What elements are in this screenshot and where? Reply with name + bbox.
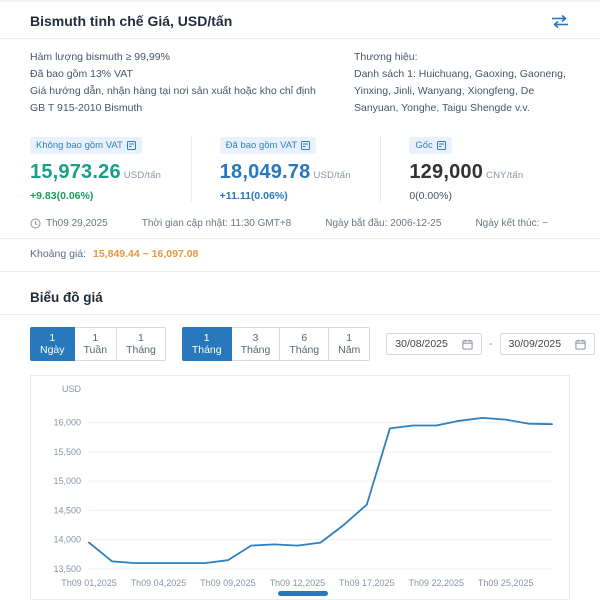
date-range-picker: 30/08/2025 - 30/09/2025 [386, 333, 596, 356]
chart-toolbar: 1 Ngày 1 Tuần 1 Tháng 1 Tháng 3 Tháng 6 … [0, 315, 600, 371]
svg-text:Th09 09,2025: Th09 09,2025 [200, 578, 256, 588]
horizontal-scrollbar-thumb[interactable] [278, 591, 328, 596]
section-divider [0, 271, 600, 273]
badge-label: Không bao gồm VAT [36, 140, 123, 151]
price-range-value: 15,849.44 ~ 16,097.08 [92, 248, 199, 261]
tab-interval-1-day[interactable]: 1 Ngày [30, 327, 75, 362]
svg-text:15,000: 15,000 [53, 476, 81, 486]
svg-text:13,500: 13,500 [53, 564, 81, 574]
date-from-input[interactable]: 30/08/2025 [386, 333, 482, 356]
price-change-excl-vat: +9.83(0.06%) [30, 190, 94, 203]
meta-date: Th09 29,2025 [30, 218, 108, 229]
spec-list: Hàm lượng bismuth ≥ 99,99% Đã bao gồm 13… [30, 49, 330, 117]
calendar-icon [462, 339, 473, 350]
clock-icon [30, 218, 41, 229]
calculator-icon [436, 141, 446, 151]
header: Bismuth tinh chế Giá, USD/tấn [0, 2, 600, 38]
header-divider [0, 38, 600, 39]
meta-date-text: Th09 29,2025 [46, 218, 108, 230]
meta-row: Th09 29,2025 Thời gian cập nhật: 11:30 G… [0, 210, 600, 238]
badge-origin: Gốc [409, 137, 452, 155]
price-card-origin: Gốc 129,000 CNY/tấn 0(0.00%) [380, 135, 570, 203]
meta-updated: Thời gian cập nhật: 11:30 GMT+8 [141, 218, 292, 230]
svg-text:14,500: 14,500 [53, 506, 81, 516]
calculator-icon [301, 141, 311, 151]
interval-tab-group: 1 Ngày 1 Tuần 1 Tháng [30, 327, 166, 362]
price-number: 15,973.26 [30, 161, 121, 184]
svg-text:Th09 01,2025: Th09 01,2025 [61, 578, 117, 588]
svg-text:Th09 17,2025: Th09 17,2025 [339, 578, 395, 588]
price-unit: CNY/tấn [486, 170, 524, 182]
tab-range-1-year[interactable]: 1 Năm [328, 327, 371, 362]
date-to-input[interactable]: 30/09/2025 [499, 333, 596, 356]
price-value-origin: 129,000 CNY/tấn [409, 161, 570, 184]
badge-label: Gốc [415, 140, 433, 151]
spec-delivery-terms: Giá hướng dẫn, nhận hàng tại nơi sản xuấ… [30, 85, 316, 97]
section-gap [0, 272, 600, 279]
tab-interval-1-month[interactable]: 1 Tháng [116, 327, 166, 362]
date-to-value: 30/09/2025 [508, 338, 562, 351]
svg-text:Th09 22,2025: Th09 22,2025 [408, 578, 464, 588]
svg-text:Th09 12,2025: Th09 12,2025 [270, 578, 326, 588]
range-tab-group: 1 Tháng 3 Tháng 6 Tháng 1 Năm [181, 327, 371, 362]
svg-text:Th09 25,2025: Th09 25,2025 [478, 578, 534, 588]
svg-text:15,500: 15,500 [53, 447, 81, 457]
svg-text:14,000: 14,000 [53, 535, 81, 545]
spec-standard: GB T 915-2010 Bismuth [30, 102, 143, 114]
spec-vat-note: Đã bao gồm 13% VAT [30, 68, 133, 80]
price-card-incl-vat: Đã bao gồm VAT 18,049.78 USD/tấn +11.11(0… [190, 135, 381, 203]
tab-interval-1-week[interactable]: 1 Tuần [73, 327, 118, 362]
price-cards: Không bao gồm VAT 15,973.26 USD/tấn +9.83… [0, 123, 600, 210]
price-number: 18,049.78 [219, 161, 311, 184]
price-unit: USD/tấn [313, 170, 351, 182]
badge-label: Đã bao gồm VAT [225, 140, 298, 151]
tab-range-6-months[interactable]: 6 Tháng [279, 327, 330, 362]
brands-title: Thương hiệu: [354, 51, 418, 63]
date-separator: - [488, 338, 493, 351]
meta-start-date: Ngày bắt đầu: 2006-12-25 [325, 218, 442, 230]
svg-text:Th09 04,2025: Th09 04,2025 [131, 578, 187, 588]
price-range-label: Khoảng giá: [30, 248, 87, 261]
page-title: Bismuth tinh chế Giá, USD/tấn [30, 13, 233, 29]
product-info: Hàm lượng bismuth ≥ 99,99% Đã bao gồm 13… [0, 39, 600, 123]
chart-section-title: Biểu đồ giá [30, 290, 103, 306]
svg-text:USD: USD [62, 384, 82, 394]
price-value-excl-vat: 15,973.26 USD/tấn [30, 161, 191, 184]
brands-block: Thương hiệu: Danh sách 1: Huichuang, Gao… [354, 49, 570, 117]
spec-purity: Hàm lượng bismuth ≥ 99,99% [30, 51, 170, 63]
line-chart-svg: 13,500 14,000 14,500 15,000 15,500 16,000 USD T… [53, 384, 553, 588]
chart-title-divider [0, 314, 600, 316]
price-number: 129,000 [409, 161, 484, 184]
badge-excl-vat: Không bao gồm VAT [30, 137, 142, 155]
badge-incl-vat: Đã bao gồm VAT [219, 137, 317, 155]
meta-divider [0, 238, 600, 240]
compare-swap-icon[interactable] [550, 14, 570, 29]
price-unit: USD/tấn [123, 170, 162, 182]
price-chart: 13,500 14,000 14,500 15,000 15,500 16,000 USD T… [30, 375, 570, 600]
brands-list: Danh sách 1: Huichuang, Gaoxing, Gaoneng… [354, 68, 566, 114]
price-range-row: Khoảng giá: 15,849.44 ~ 16,097.08 [0, 239, 600, 271]
price-value-incl-vat: 18,049.78 USD/tấn [220, 161, 381, 184]
date-from-value: 30/08/2025 [395, 338, 448, 351]
calculator-icon [126, 141, 136, 151]
meta-end-date: Ngày kết thúc: ~ [475, 218, 548, 230]
svg-text:16,000: 16,000 [53, 418, 81, 428]
swap-arrows-icon [552, 14, 568, 28]
price-change-incl-vat: +11.11(0.06%) [219, 190, 288, 203]
tab-range-3-months[interactable]: 3 Tháng [230, 327, 281, 362]
tab-range-1-month[interactable]: 1 Tháng [181, 327, 232, 362]
price-card-excl-vat: Không bao gồm VAT 15,973.26 USD/tấn +9.83… [30, 135, 191, 202]
calendar-icon [575, 339, 586, 350]
price-change-origin: 0(0.00%) [409, 190, 452, 203]
